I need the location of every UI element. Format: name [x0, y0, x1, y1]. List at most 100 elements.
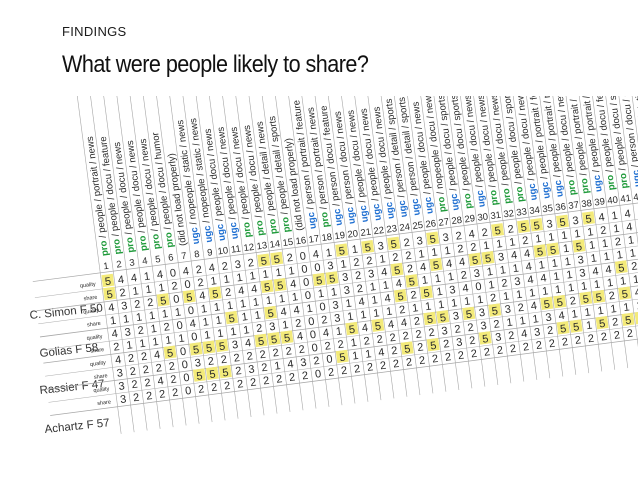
cell-value: 1	[629, 247, 637, 260]
highlight-five-cell	[478, 331, 492, 345]
cell-value: 1	[243, 324, 251, 337]
cell-value: 0	[299, 250, 307, 263]
cell-value: 1	[210, 275, 218, 288]
cell-value: 2	[417, 341, 425, 354]
row-kind-label: share	[94, 373, 108, 381]
cell-value: 0	[326, 353, 334, 366]
cell-value: 2	[285, 345, 293, 358]
cell-value: 1	[345, 298, 353, 311]
cell-value: 1	[382, 279, 390, 292]
cell-value: 5	[572, 321, 580, 334]
cell-value: 1	[437, 299, 445, 312]
cell-value: 2	[353, 257, 361, 270]
cell-value: 2	[340, 365, 348, 378]
grid-column-line	[348, 96, 395, 399]
row-kind-label: quality	[93, 386, 110, 394]
cell-value: 4	[157, 375, 165, 388]
cell-value: 0	[314, 262, 322, 275]
cell-value: 3	[118, 380, 126, 393]
highlight-five-cell	[103, 286, 117, 301]
cell-value: 1	[379, 253, 387, 266]
grid-column-line	[218, 96, 265, 416]
cell-value: 4	[358, 296, 366, 309]
cell-value: 1	[554, 284, 562, 297]
cell-value: 4	[153, 349, 161, 362]
column-number: 7	[181, 251, 188, 263]
cell-value: 2	[611, 316, 619, 329]
cell-value: 2	[168, 360, 176, 373]
highlight-five-cell	[400, 341, 414, 355]
cell-value: 3	[577, 254, 585, 267]
cell-value: 2	[158, 388, 166, 401]
cell-value: 1	[535, 233, 543, 246]
column-number: 1	[103, 261, 110, 273]
grid-column-line	[101, 96, 148, 431]
cell-value: 4	[293, 304, 301, 317]
cell-value: 1	[291, 291, 299, 304]
grid-column-line	[490, 96, 538, 380]
grid-column-line	[127, 96, 174, 428]
cell-value: 3	[441, 325, 449, 338]
cell-value: 5	[339, 352, 347, 365]
cell-value: 4	[387, 319, 395, 332]
cell-value: 1	[509, 236, 517, 249]
cell-value: 5	[423, 287, 431, 300]
cell-value: 1	[325, 247, 333, 260]
highlight-five-cell	[335, 243, 349, 257]
column-number: 20	[347, 228, 359, 240]
grid-column-line	[555, 96, 603, 372]
cell-value: 3	[367, 268, 375, 281]
cell-value: 2	[171, 387, 179, 400]
highlight-five-cell	[468, 252, 482, 267]
column-number: 15	[282, 237, 294, 249]
cell-value: 3	[343, 284, 351, 297]
column-number: 2	[116, 259, 123, 271]
cell-value: 1	[434, 273, 442, 286]
highlight-five-cell	[254, 333, 268, 348]
cell-value: 1	[561, 230, 569, 243]
cell-value: 5	[520, 222, 528, 235]
cell-value: 5	[556, 297, 564, 310]
cell-value: 3	[534, 326, 542, 339]
cell-value: 1	[317, 288, 325, 301]
cell-value: 3	[248, 363, 256, 376]
cell-value: 5	[228, 313, 236, 326]
cell-value: 1	[275, 267, 283, 280]
cell-value: 0	[301, 263, 309, 276]
cell-value: 5	[582, 293, 590, 306]
highlight-five-cell	[481, 250, 495, 265]
cell-value: 1	[506, 317, 514, 330]
column-number: 25	[412, 220, 424, 232]
cell-value: 2	[272, 347, 280, 360]
highlight-five-cell	[595, 316, 609, 330]
cell-value: 5	[408, 276, 416, 289]
cell-value: 4	[289, 278, 297, 291]
cell-value: 0	[475, 281, 483, 294]
cell-value: 4	[322, 327, 330, 340]
cell-value: 0	[314, 368, 322, 381]
cell-value: 1	[580, 280, 588, 293]
highlight-five-cell	[264, 305, 277, 320]
cell-value: 1	[282, 319, 290, 332]
column-number: 40	[607, 195, 619, 207]
cell-value: 5	[549, 244, 557, 257]
cell-value: 2	[508, 330, 516, 343]
cell-value: 0	[179, 346, 187, 359]
cell-value: 2	[455, 230, 463, 243]
cell-value: 2	[256, 322, 264, 335]
cell-value: 4	[400, 317, 408, 330]
cell-value: 2	[119, 287, 127, 300]
grid-column-line	[477, 96, 525, 382]
cell-value: 1	[424, 301, 432, 314]
cell-value: 2	[522, 341, 530, 354]
column-number: 9	[207, 247, 214, 259]
grid-column-line	[153, 96, 200, 424]
cell-value: 2	[235, 365, 243, 378]
cell-value: 3	[300, 357, 308, 370]
cell-value: 4	[361, 322, 369, 335]
cell-value: 1	[515, 289, 523, 302]
grid-column-line	[270, 96, 317, 409]
cell-value: 3	[449, 284, 457, 297]
cell-value: 4	[458, 256, 466, 269]
highlight-five-cell	[273, 277, 287, 292]
